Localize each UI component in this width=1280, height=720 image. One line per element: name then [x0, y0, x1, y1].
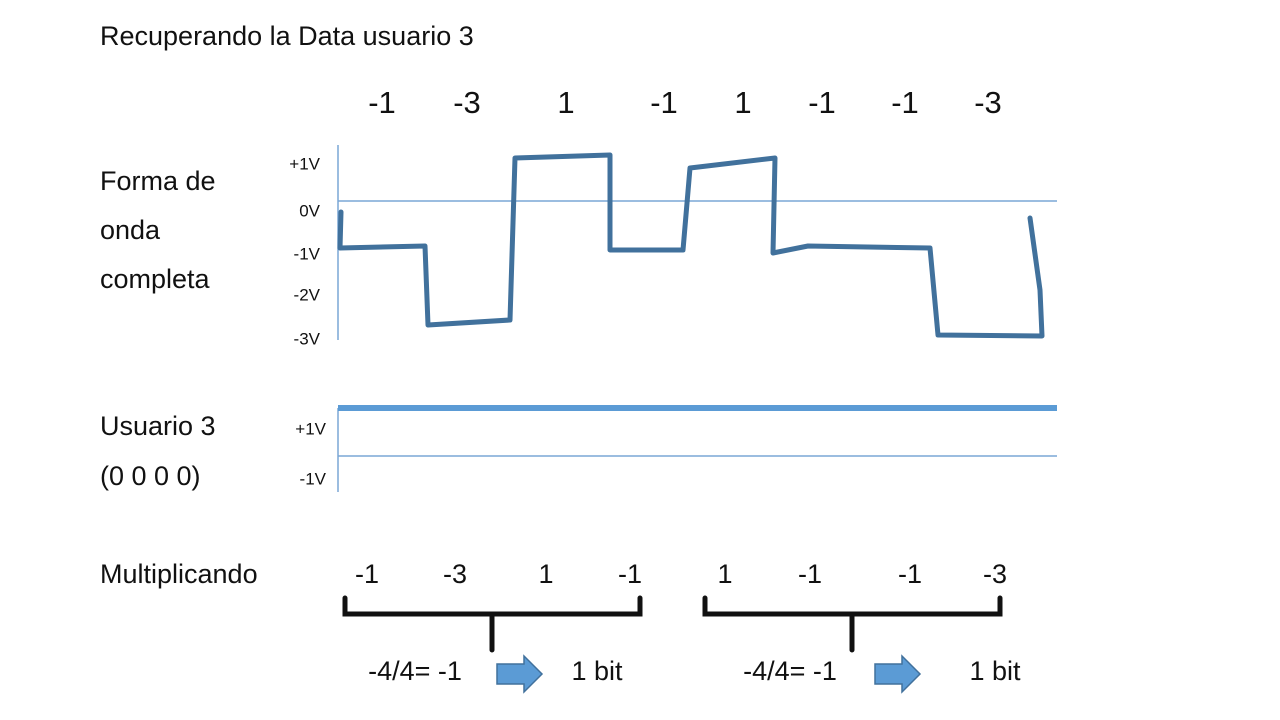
wave-label: Forma de [100, 166, 216, 196]
received-value: -1 [891, 85, 919, 120]
arrow [874, 654, 922, 694]
multiply-value: -1 [898, 559, 922, 589]
result-formula: -4/4= -1 [743, 656, 837, 686]
brace [702, 595, 1003, 653]
wave-axis-label: -2V [294, 285, 321, 304]
title: Recuperando la Data usuario 3 [100, 21, 474, 51]
user-axis-label: -1V [300, 469, 327, 488]
multiply-value: -1 [798, 559, 822, 589]
multiply-value: 1 [538, 559, 553, 589]
waveform [337, 152, 1045, 339]
multiply-value: -1 [355, 559, 379, 589]
user-label: Usuario 3 [100, 411, 216, 441]
user-label: (0 0 0 0) [100, 461, 201, 491]
wave-axis-label: -1V [294, 244, 321, 263]
result-bit: 1 bit [571, 656, 623, 686]
wave-axis-label: 0V [299, 201, 320, 220]
received-value: -1 [368, 85, 396, 120]
received-value: -3 [974, 85, 1002, 120]
received-value: -1 [808, 85, 836, 120]
received-value: -3 [453, 85, 481, 120]
result-formula: -4/4= -1 [368, 656, 462, 686]
multiply-value: -1 [618, 559, 642, 589]
brace [342, 595, 643, 653]
arrow [496, 654, 544, 694]
multiply-value: -3 [983, 559, 1007, 589]
received-value: 1 [557, 85, 574, 120]
multiply-value: 1 [717, 559, 732, 589]
result-bit: 1 bit [969, 656, 1021, 686]
received-value: -1 [650, 85, 678, 120]
wave-axis-label: -3V [294, 329, 321, 348]
multiply-value: -3 [443, 559, 467, 589]
wave-label: onda [100, 215, 161, 245]
received-value: 1 [734, 85, 751, 120]
wave-label: completa [100, 264, 211, 294]
multiply-label: Multiplicando [100, 559, 258, 589]
wave-axis-label: +1V [289, 154, 320, 173]
user-axis-label: +1V [295, 419, 326, 438]
